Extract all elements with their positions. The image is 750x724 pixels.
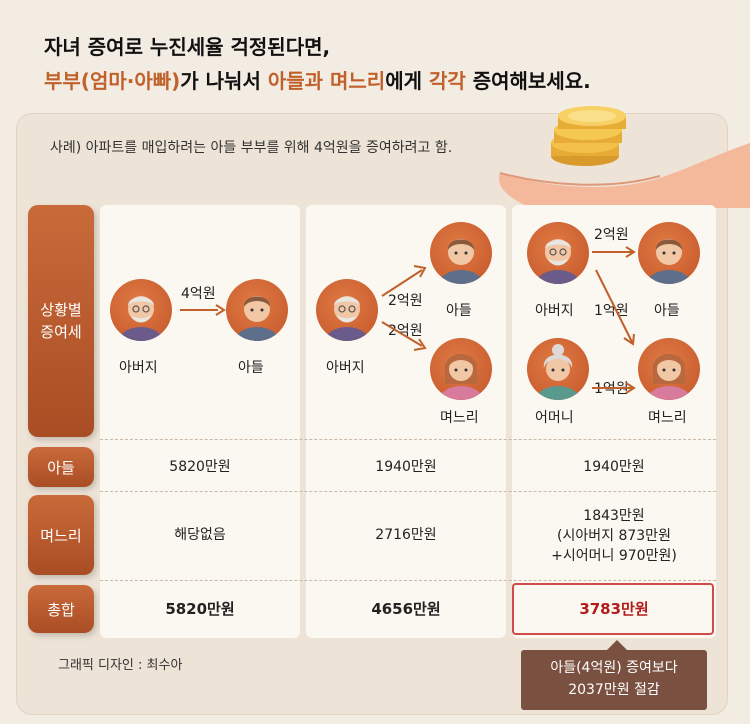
s2-amount-2: 2억원	[388, 323, 423, 339]
s2-giver-label: 아버지	[326, 360, 365, 376]
s1-amount: 4억원	[181, 286, 216, 302]
dil-tax-s2: 2716만원	[375, 527, 437, 543]
row-label-daughter-in-law: 며느리	[28, 495, 94, 575]
son-avatar	[638, 222, 700, 284]
father-avatar	[527, 222, 589, 284]
s2-receiver-1-label: 아들	[446, 303, 472, 319]
headline-each: 각각	[428, 69, 466, 93]
headline-text-b: 에게	[385, 69, 429, 93]
headline-parents: 부부(엄마·아빠)	[44, 69, 181, 93]
row-label-total: 총합	[28, 585, 94, 633]
row-label-son: 아들	[28, 447, 94, 487]
dil-tax-s3-detail-1: (시아버지 873만원	[557, 528, 671, 544]
s3-receiver-1-label: 아들	[654, 303, 680, 319]
mother-avatar	[527, 338, 589, 400]
callout-line2: 2037만원 절감	[568, 682, 660, 698]
father-avatar	[316, 279, 378, 341]
headline-line2: 부부(엄마·아빠)가 나눠서 아들과 며느리에게 각각 증여해보세요.	[44, 64, 591, 98]
savings-callout: 아들(4억원) 증여보다 2037만원 절감	[521, 640, 707, 710]
s2-amount-1: 2억원	[388, 293, 423, 309]
headline-text-c: 증여해보세요.	[465, 69, 591, 93]
s1-receiver-label: 아들	[238, 360, 264, 376]
s3-giver-2-label: 어머니	[535, 410, 574, 426]
s3-receiver-2-label: 며느리	[648, 410, 687, 426]
son-avatar	[226, 279, 288, 341]
daughter-in-law-avatar	[430, 338, 492, 400]
headline-line1: 자녀 증여로 누진세율 걱정된다면,	[44, 35, 331, 59]
s1-giver-label: 아버지	[119, 360, 158, 376]
intro-text: 사례) 아파트를 매입하려는 아들 부부를 위해 4억원을 증여하려고 함.	[50, 140, 453, 156]
son-avatar	[430, 222, 492, 284]
dil-tax-s3-total: 1843만원	[583, 508, 645, 524]
headline-children: 아들과 며느리	[267, 69, 386, 93]
row-label-scenario: 상황별 증여세	[28, 205, 94, 437]
dil-tax-s3: 1843만원 (시아버지 873만원 +시어머니 970만원)	[512, 500, 716, 572]
daughter-in-law-avatar	[638, 338, 700, 400]
highlight-box	[512, 583, 714, 635]
s3-amount-top: 2억원	[594, 227, 629, 243]
headline-text-a: 가 나눠서	[180, 69, 268, 93]
split-arrows-icon	[381, 265, 427, 351]
scenario-column-1	[100, 205, 300, 638]
total-tax-s1: 5820만원	[165, 600, 235, 618]
callout-line1: 아들(4억원) 증여보다	[550, 660, 678, 676]
divider	[100, 439, 716, 440]
father-avatar	[110, 279, 172, 341]
son-tax-s3: 1940만원	[583, 459, 645, 475]
son-tax-s1: 5820만원	[169, 459, 231, 475]
hand-coins-illustration	[499, 106, 750, 208]
s3-giver-1-label: 아버지	[535, 303, 574, 319]
arrow-right-icon	[180, 304, 226, 316]
s2-receiver-2-label: 며느리	[440, 410, 479, 426]
distribution-arrows-icon	[592, 246, 636, 394]
son-tax-s2: 1940만원	[375, 459, 437, 475]
dil-tax-s3-detail-2: +시어머니 970만원)	[551, 548, 677, 564]
graphic-credit: 그래픽 디자인 : 최수아	[58, 658, 183, 673]
total-tax-s3: 3783만원	[579, 600, 649, 618]
s3-amount-mid: 1억원	[594, 303, 629, 319]
divider	[100, 491, 716, 492]
dil-tax-s1: 해당없음	[174, 527, 226, 543]
headline: 자녀 증여로 누진세율 걱정된다면, 부부(엄마·아빠)가 나눠서 아들과 며느…	[44, 30, 591, 98]
total-tax-s2: 4656만원	[371, 600, 441, 618]
divider	[100, 580, 716, 581]
